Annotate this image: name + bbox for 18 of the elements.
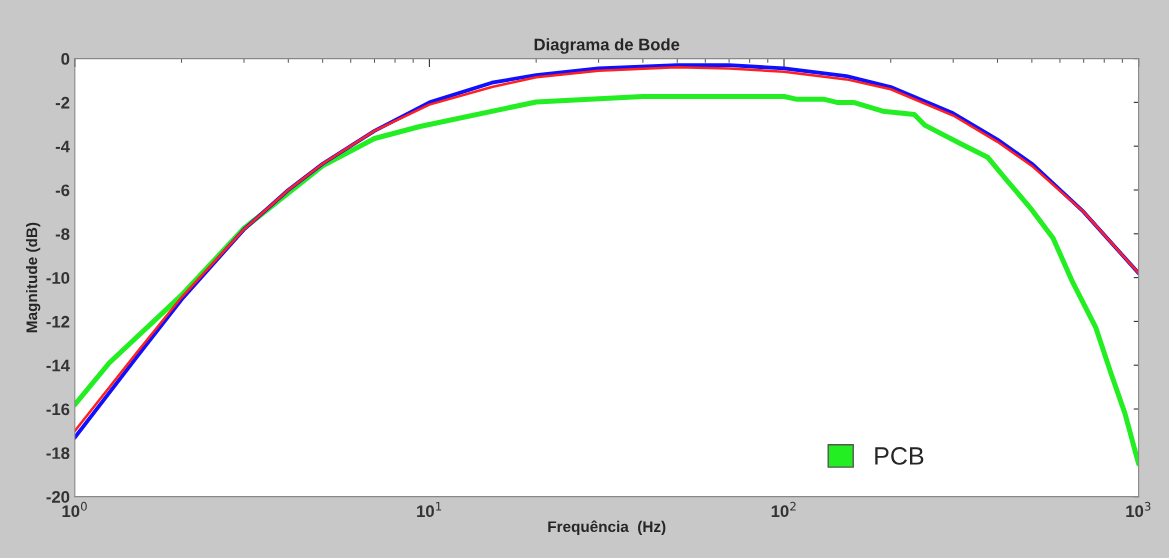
y-tick-label: -8 xyxy=(55,228,70,241)
y-tick-label: -16 xyxy=(46,403,70,416)
legend-label: PCB xyxy=(875,447,924,465)
x-tick-label: 10$^{3}$ xyxy=(1126,501,1151,518)
y-tick-label: -20 xyxy=(46,491,70,503)
chart-title: Diagrama de Bode xyxy=(534,38,680,54)
x-tick-label: 10$^{1}$ xyxy=(417,502,442,518)
x-axis-title: Frequência (Hz) xyxy=(548,520,666,536)
x-tick-label: 10$^{2}$ xyxy=(771,501,796,518)
y-axis-title: Magnitude (dB) xyxy=(26,222,41,333)
y-tick-label: -10 xyxy=(46,272,70,284)
y-tick-label: 0 xyxy=(61,52,70,65)
y-tick-label: -6 xyxy=(55,184,70,197)
y-tick-label: -14 xyxy=(46,359,70,372)
y-tick-label: -18 xyxy=(46,447,70,460)
y-tick-label: -4 xyxy=(55,140,70,153)
y-tick-label: -12 xyxy=(46,315,70,328)
y-tick-label: -2 xyxy=(55,96,70,109)
